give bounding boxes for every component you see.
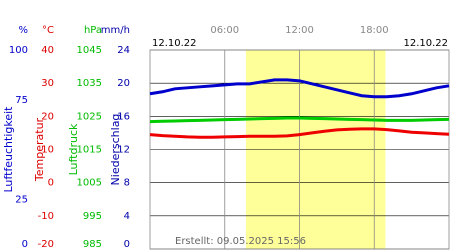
y-tick-label: 995 bbox=[83, 211, 102, 222]
y-tick-label: 1025 bbox=[77, 111, 102, 122]
x-tick-label: 06:00 bbox=[210, 25, 239, 36]
y-tick-label: 20 bbox=[117, 78, 130, 89]
y-tick-label: 1005 bbox=[77, 178, 102, 189]
y-tick-label: 75 bbox=[15, 95, 28, 106]
y-tick-label: 1045 bbox=[77, 45, 102, 56]
axis-title: Luftdruck bbox=[67, 123, 80, 175]
y-tick-label: 1015 bbox=[77, 145, 102, 156]
y-tick-label: -10 bbox=[38, 211, 54, 222]
y-tick-label: 16 bbox=[117, 111, 130, 122]
x-tick-label: 12:00 bbox=[285, 25, 314, 36]
axis-title: Niederschlag bbox=[109, 114, 122, 186]
y-tick-label: 40 bbox=[41, 45, 54, 56]
date-end: 12.10.22 bbox=[403, 38, 448, 49]
y-tick-label: 30 bbox=[41, 78, 54, 89]
y-tick-label: 1035 bbox=[77, 78, 102, 89]
line bbox=[149, 127, 450, 139]
axis-unit: hPa bbox=[84, 25, 102, 36]
axis-unit: mm/h bbox=[101, 25, 130, 36]
y-tick-label: 985 bbox=[83, 239, 102, 250]
y-tick-label: -20 bbox=[38, 239, 54, 250]
y-tick-label: 8 bbox=[124, 178, 130, 189]
y-tick-label: 25 bbox=[15, 194, 28, 205]
x-tick-label: 18:00 bbox=[360, 25, 389, 36]
footer: Erstellt: 09.05.2025 15:56 bbox=[175, 236, 306, 247]
y-tick-label: 24 bbox=[117, 45, 130, 56]
axis-title: Temperatur bbox=[33, 117, 46, 182]
y-tick-label: 0 bbox=[124, 239, 130, 250]
axis-unit: °C bbox=[42, 25, 54, 36]
y-tick-label: 100 bbox=[9, 45, 28, 56]
date-start: 12.10.22 bbox=[152, 38, 197, 49]
y-tick-label: 0 bbox=[22, 239, 28, 250]
y-tick-label: 4 bbox=[124, 211, 130, 222]
axis-unit: % bbox=[18, 25, 28, 36]
line bbox=[149, 78, 450, 99]
y-tick-label: 12 bbox=[117, 145, 130, 156]
line bbox=[149, 116, 450, 124]
y-tick-label: 0 bbox=[48, 178, 54, 189]
axis-title: Luftfeuchtigkeit bbox=[2, 106, 15, 193]
y-tick-label: 20 bbox=[41, 111, 54, 122]
y-tick-label: 10 bbox=[41, 145, 54, 156]
plot-border bbox=[149, 49, 450, 250]
